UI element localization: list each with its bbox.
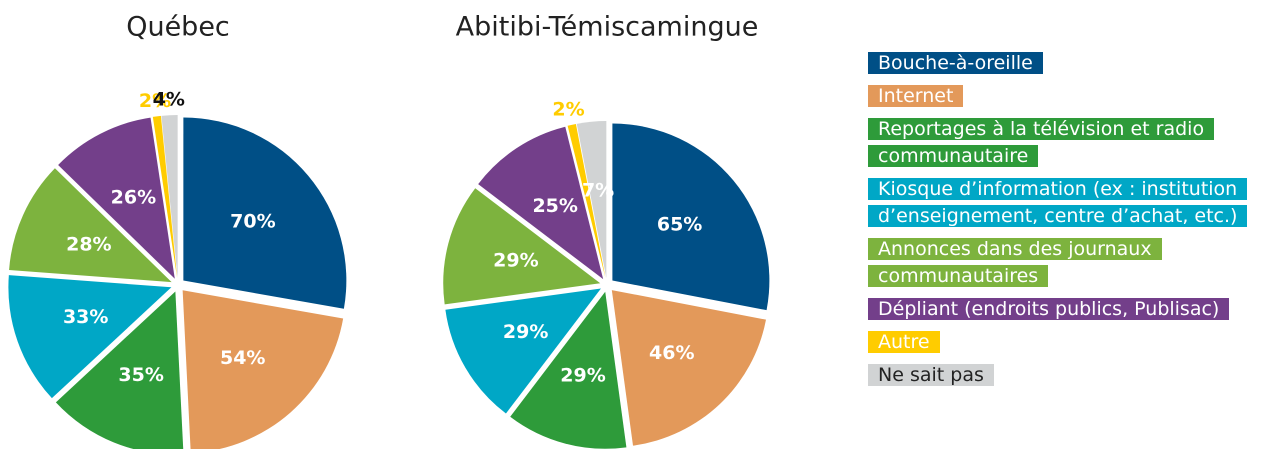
- legend-label: Annonces dans des journaux communautaire…: [868, 238, 1162, 287]
- value-label: 4%: [153, 89, 185, 111]
- pie-slice: [510, 291, 627, 449]
- pie-slice: [443, 188, 601, 305]
- value-label: 70%: [230, 211, 275, 233]
- chart-title: Abitibi-Témiscamingue: [456, 12, 759, 43]
- legend-item: Autre: [868, 329, 1276, 356]
- value-label: 26%: [111, 186, 156, 208]
- value-label: 25%: [532, 195, 577, 217]
- value-label: 28%: [66, 233, 111, 255]
- value-label: 2%: [139, 90, 171, 112]
- value-label: 2%: [552, 99, 584, 121]
- legend-label: Kiosque d’information (ex : institution …: [868, 178, 1248, 227]
- value-label: 29%: [503, 321, 548, 343]
- pie-slice: [478, 126, 604, 280]
- pie-slice: [576, 121, 607, 279]
- pie-slice: [9, 168, 172, 283]
- legend-item: Kiosque d’information (ex : institution …: [868, 176, 1276, 230]
- pie-slice: [8, 275, 172, 399]
- legend-label: Ne sait pas: [868, 364, 994, 386]
- legend-item: Internet: [868, 83, 1276, 110]
- pie-slice: [611, 290, 767, 446]
- value-label: 29%: [493, 250, 538, 272]
- pie-slice: [612, 123, 770, 311]
- charts: Québec70%54%35%33%28%26%2%4%Abitibi-Témi…: [8, 12, 770, 449]
- pie-slice: [445, 288, 601, 414]
- pie-slice: [567, 123, 606, 279]
- legend-item: Annonces dans des journaux communautaire…: [868, 236, 1276, 290]
- legend-item: Dépliant (endroits publics, Publisac): [868, 296, 1276, 323]
- value-label: 65%: [657, 213, 702, 235]
- legend-item: Bouche-à-oreille: [868, 50, 1276, 77]
- legend-label: Bouche-à-oreille: [868, 52, 1043, 74]
- legend-label: Dépliant (endroits publics, Publisac): [868, 298, 1230, 320]
- value-label: 46%: [649, 342, 694, 364]
- value-label: 7%: [582, 180, 614, 202]
- legend-label: Autre: [868, 331, 940, 353]
- legend-item: Reportages à la télévision et radio comm…: [868, 116, 1276, 170]
- pie-slice: [55, 291, 184, 449]
- pie-slice: [152, 115, 178, 279]
- legend-item: Ne sait pas: [868, 362, 1276, 389]
- pie-slice: [183, 117, 347, 309]
- pie-slice: [182, 290, 344, 449]
- legend: Bouche-à-oreille Internet Reportages à la …: [868, 50, 1276, 395]
- value-label: 33%: [63, 306, 108, 328]
- legend-label: Reportages à la télévision et radio comm…: [868, 118, 1215, 167]
- pie-slice: [161, 115, 178, 279]
- value-label: 29%: [560, 365, 605, 387]
- value-label: 35%: [118, 364, 163, 386]
- value-label: 54%: [220, 347, 265, 369]
- chart-title: Québec: [126, 12, 230, 43]
- legend-label: Internet: [868, 85, 964, 107]
- pie-slice: [58, 117, 175, 279]
